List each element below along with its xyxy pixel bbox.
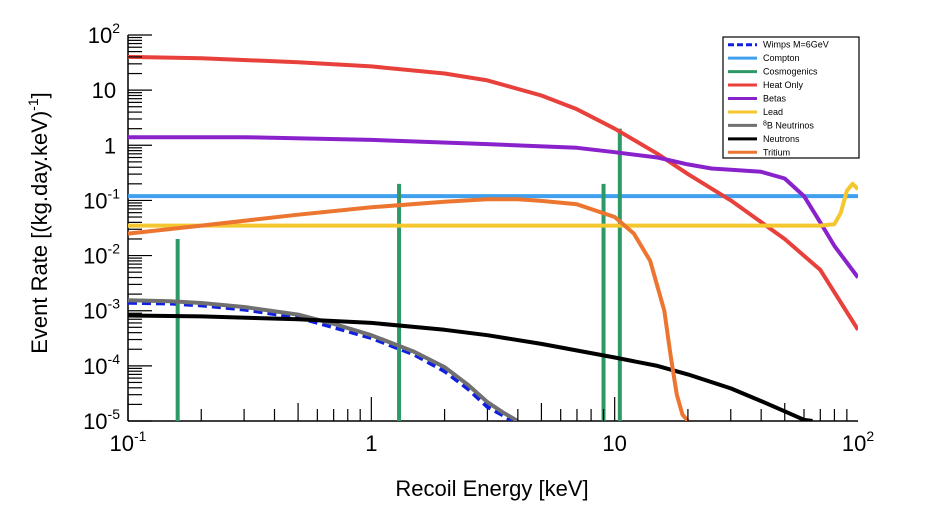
y-tick-label: 10-3 bbox=[83, 296, 120, 324]
legend-b-neutrinos-label: 8B Neutrinos bbox=[763, 120, 814, 130]
series-wimps-m-6gev-line bbox=[128, 300, 514, 421]
legend-compton-label: Compton bbox=[763, 53, 800, 63]
legend-neutrons-label: Neutrons bbox=[763, 134, 800, 144]
y-tick-label: 1 bbox=[104, 130, 120, 158]
y-tick-label: 10-4 bbox=[83, 351, 120, 379]
y-tick-label: 10 bbox=[92, 75, 120, 103]
y-tick-label: 102 bbox=[88, 20, 120, 48]
y-tick-label: 10-1 bbox=[83, 185, 120, 213]
legend-lead-label: Lead bbox=[763, 107, 783, 117]
plot-curves bbox=[128, 54, 858, 421]
series-lead-line bbox=[128, 181, 858, 228]
y-axis-title: Event Rate [(kg.day.keV)-1] bbox=[25, 92, 52, 354]
x-tick-label: 10 bbox=[602, 431, 626, 456]
plot-ticks: 10-1 1 10 102 102 10 1 10-1 10-2 10-3 10-4 10-5 bbox=[83, 20, 874, 456]
legend-betas-label: Betas bbox=[763, 94, 787, 104]
series-b-neutrinos-line bbox=[128, 298, 519, 421]
y-tick-label: 10-2 bbox=[83, 241, 120, 269]
series-neutrons-line bbox=[128, 313, 813, 421]
x-axis-title: Recoil Energy [keV] bbox=[395, 476, 588, 501]
legend-tritium-label: Tritium bbox=[763, 147, 790, 157]
series-betas-line bbox=[128, 135, 858, 279]
legend-heat-only-label: Heat Only bbox=[763, 80, 804, 90]
legend-wimps-m-6gev-label: Wimps M=6GeV bbox=[763, 40, 829, 50]
x-tick-label: 1 bbox=[365, 431, 377, 456]
plot-axes bbox=[127, 35, 858, 422]
x-tick-label: 10-1 bbox=[110, 428, 147, 456]
y-tick-label: 10-5 bbox=[83, 406, 120, 434]
x-tick-label: 102 bbox=[842, 428, 874, 456]
series-tritium-line bbox=[128, 197, 690, 421]
legend: Wimps M=6GeV Compton Cosmogenics Heat Only B… bbox=[722, 36, 860, 159]
legend-cosmogenics-label: Cosmogenics bbox=[763, 67, 818, 77]
